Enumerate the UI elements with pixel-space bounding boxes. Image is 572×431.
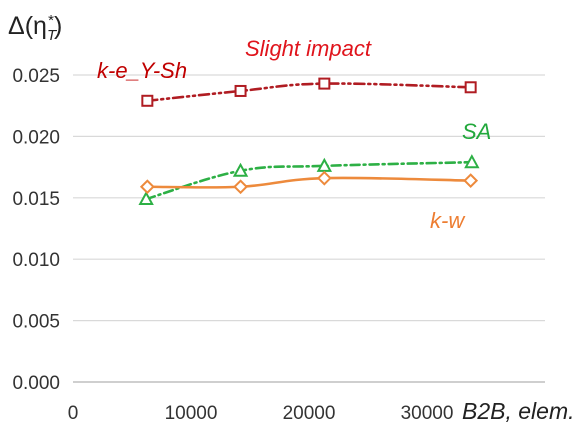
series-label-sa: SA — [462, 119, 491, 144]
y-axis-label: Δ(ηT*) — [8, 12, 62, 44]
x-tick-label: 0 — [68, 403, 79, 424]
data-point — [316, 170, 332, 186]
x-tick-label: 30000 — [401, 403, 454, 424]
annotation-slight-impact: Slight impact — [245, 36, 372, 61]
data-point — [141, 94, 154, 107]
y-tick-labels: 0.000 0.005 0.010 0.015 0.020 0.025 — [12, 66, 60, 394]
series-line — [144, 160, 474, 201]
y-tick-label: 0.025 — [12, 66, 60, 87]
y-tick-label: 0.015 — [12, 189, 60, 210]
series-line — [146, 82, 472, 103]
x-tick-labels: 0 10000 20000 30000 — [68, 403, 454, 424]
data-point — [463, 173, 479, 189]
x-axis-label: B2B, elem. — [462, 398, 572, 424]
y-axis-label-sub: T — [47, 27, 58, 44]
data-point — [233, 179, 248, 195]
x-tick-label: 10000 — [165, 403, 218, 424]
y-tick-label: 0.005 — [12, 312, 60, 333]
data-point — [234, 84, 247, 97]
data-point — [139, 179, 155, 195]
y-axis-label-sup: * — [48, 12, 54, 29]
data-point — [318, 77, 331, 90]
x-tick-label: 20000 — [283, 403, 336, 424]
data-point — [138, 190, 154, 206]
y-tick-label: 0.010 — [12, 250, 60, 271]
series-label-k-w: k-w — [430, 208, 466, 233]
data-point — [464, 81, 477, 94]
series-label-k-e-y-sh: k-e_Y-Sh — [97, 58, 187, 83]
y-tick-label: 0.000 — [12, 373, 60, 394]
series-lines — [144, 82, 474, 201]
y-tick-label: 0.020 — [12, 127, 60, 148]
data-point — [464, 154, 480, 169]
data-point — [232, 162, 249, 177]
series-line — [146, 176, 472, 189]
series-markers — [138, 77, 480, 206]
